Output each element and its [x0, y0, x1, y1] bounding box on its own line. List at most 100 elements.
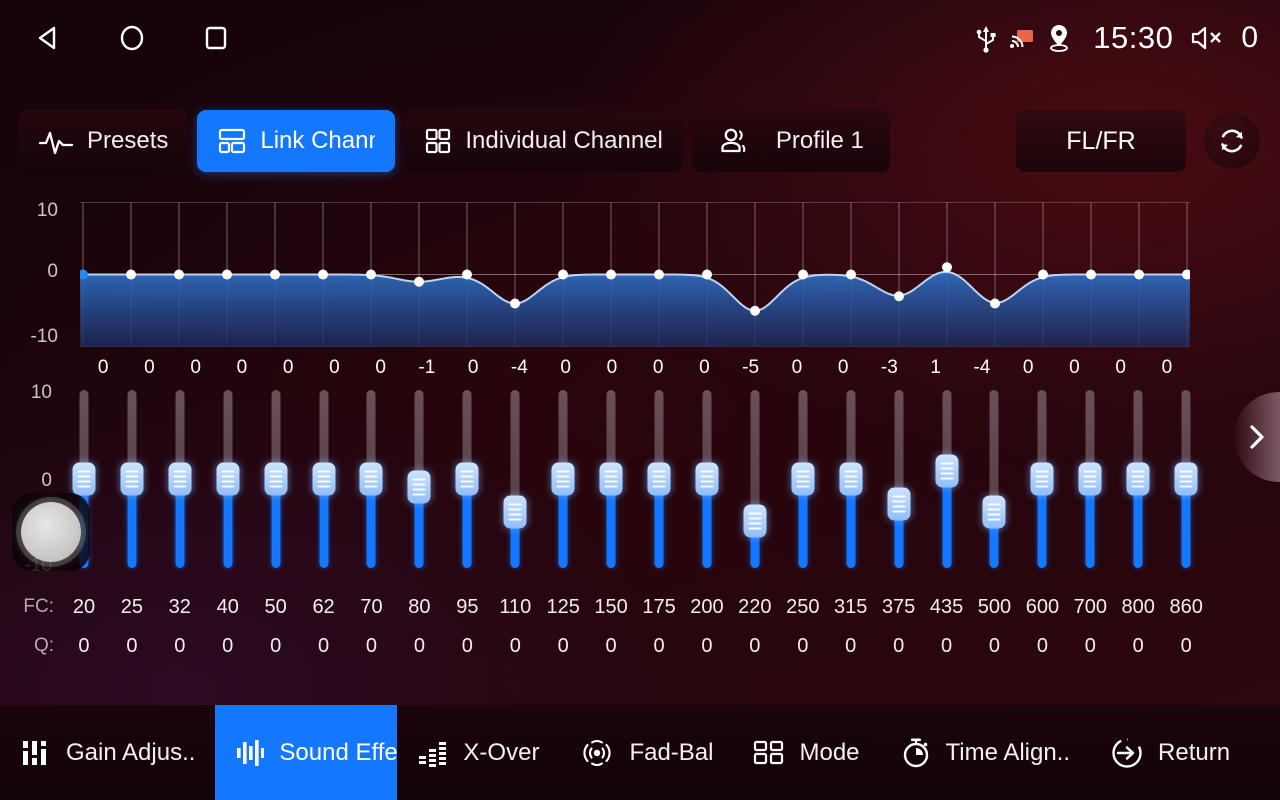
eq-band-point[interactable]	[414, 276, 424, 287]
nav-mode[interactable]: Mode	[733, 705, 879, 800]
recents-button[interactable]	[196, 18, 236, 58]
q-value[interactable]: 0	[1132, 634, 1144, 657]
eq-band-slider[interactable]	[348, 390, 396, 568]
graph-plot-area[interactable]	[80, 202, 1190, 347]
slider-track[interactable]	[750, 390, 760, 568]
nav-x-over[interactable]: X-Over	[397, 705, 559, 800]
fc-value[interactable]: 95	[456, 595, 479, 618]
eq-band-slider[interactable]	[875, 390, 923, 568]
slider-thumb[interactable]	[1030, 462, 1054, 496]
fc-value[interactable]: 20	[72, 595, 96, 618]
nav-return[interactable]: Return	[1090, 705, 1250, 800]
slider-thumb[interactable]	[647, 462, 671, 496]
eq-band-point[interactable]	[366, 269, 376, 280]
slider-thumb[interactable]	[551, 462, 575, 496]
q-value[interactable]: 0	[270, 634, 282, 657]
fc-value[interactable]: 315	[834, 595, 868, 618]
slider-thumb[interactable]	[168, 462, 192, 496]
fc-value[interactable]: 40	[216, 595, 239, 618]
eq-band-point[interactable]	[798, 269, 808, 280]
fc-value[interactable]: 500	[977, 595, 1012, 618]
eq-band-slider[interactable]	[827, 390, 875, 568]
q-value[interactable]: 0	[365, 634, 378, 657]
eq-band-point[interactable]	[1038, 269, 1048, 280]
eq-band-slider[interactable]	[108, 390, 156, 568]
eq-band-slider[interactable]	[971, 390, 1019, 568]
fc-value[interactable]: 150	[594, 595, 628, 618]
slider-thumb[interactable]	[312, 462, 336, 496]
q-value[interactable]: 0	[1180, 634, 1192, 657]
q-value[interactable]: 0	[749, 634, 761, 657]
eq-band-point[interactable]	[126, 269, 136, 280]
eq-band-slider[interactable]	[491, 390, 539, 568]
slider-thumb[interactable]	[791, 462, 815, 496]
eq-band-slider[interactable]	[587, 390, 635, 568]
nav-fad-bal[interactable]: Fad-Bal	[559, 705, 733, 800]
fc-value[interactable]: 860	[1169, 595, 1203, 618]
slider-thumb[interactable]	[743, 504, 767, 537]
fc-values[interactable]: 20 25 32 40 50 62 70 80 95 110 125 150 175 200 220 250 3…	[60, 596, 1280, 619]
tab-individual-channel[interactable]: Individual Channel	[404, 110, 683, 172]
slider-thumb[interactable]	[695, 462, 719, 496]
eq-band-point[interactable]	[606, 269, 616, 280]
slider-thumb[interactable]	[264, 462, 288, 496]
slider-thumb[interactable]	[1126, 462, 1150, 496]
slider-thumb[interactable]	[1174, 462, 1198, 496]
slider-thumb[interactable]	[887, 487, 911, 521]
slider-track[interactable]	[989, 390, 999, 568]
eq-band-point[interactable]	[270, 269, 280, 280]
slider-track[interactable]	[510, 390, 520, 568]
assistive-touch-knob[interactable]	[12, 493, 90, 571]
eq-band-slider[interactable]	[779, 390, 827, 568]
eq-band-slider[interactable]	[923, 390, 971, 568]
slider-thumb[interactable]	[72, 462, 96, 496]
nav-sound-effect[interactable]: Sound Effec	[215, 705, 398, 800]
eq-band-point[interactable]	[222, 269, 232, 280]
slider-thumb[interactable]	[839, 462, 863, 496]
eq-band-point[interactable]	[1134, 269, 1144, 280]
slider-thumb[interactable]	[599, 462, 623, 496]
fc-value[interactable]: 220	[738, 595, 772, 618]
eq-band-slider[interactable]	[1066, 390, 1114, 568]
eq-band-slider[interactable]	[443, 390, 491, 568]
q-value[interactable]: 0	[557, 634, 569, 657]
eq-band-point[interactable]	[846, 269, 856, 280]
eq-band-slider[interactable]	[395, 390, 443, 568]
eq-slider-list[interactable]	[60, 390, 1210, 568]
eq-band-point[interactable]	[80, 269, 88, 280]
q-values[interactable]: 0 0 0 0 0 0 0 0 0 0 0 0 0 0 0 0 0 0 0 0 0 0 0 0	[60, 635, 1280, 658]
eq-band-point[interactable]	[654, 269, 664, 280]
q-value[interactable]: 0	[1084, 634, 1096, 657]
fc-value[interactable]: 80	[408, 595, 431, 618]
eq-band-point[interactable]	[462, 269, 472, 280]
q-value[interactable]: 0	[174, 634, 186, 657]
back-button[interactable]	[28, 18, 68, 58]
q-value[interactable]: 0	[701, 634, 713, 657]
tab-presets[interactable]: Presets	[18, 110, 189, 172]
eq-band-point[interactable]	[174, 269, 184, 280]
channel-select-button[interactable]: FL/FR	[1016, 110, 1186, 172]
q-value[interactable]: 0	[509, 634, 521, 657]
eq-band-slider[interactable]	[635, 390, 683, 568]
q-value[interactable]: 0	[893, 634, 905, 657]
eq-band-point[interactable]	[510, 298, 520, 309]
q-value[interactable]: 0	[605, 634, 617, 657]
eq-band-point[interactable]	[1182, 269, 1190, 280]
q-value[interactable]: 0	[222, 634, 234, 657]
eq-band-slider[interactable]	[300, 390, 348, 568]
q-value[interactable]: 0	[988, 634, 1001, 657]
slider-thumb[interactable]	[935, 454, 959, 488]
fc-value[interactable]: 600	[1025, 595, 1060, 618]
slider-thumb[interactable]	[503, 495, 527, 529]
fc-value[interactable]: 50	[264, 595, 287, 618]
q-value[interactable]: 0	[78, 634, 90, 657]
eq-band-slider[interactable]	[204, 390, 252, 568]
eq-band-point[interactable]	[894, 291, 904, 302]
fc-value[interactable]: 125	[546, 595, 580, 618]
eq-slider-zone[interactable]: 10 0 -10	[0, 378, 1280, 578]
tab-link-channel[interactable]: Link Channel	[197, 110, 396, 172]
slider-thumb[interactable]	[982, 495, 1006, 529]
fc-value[interactable]: 700	[1073, 595, 1107, 618]
fc-value[interactable]: 200	[690, 595, 724, 618]
tab-profile[interactable]: Profile 1	[691, 110, 890, 172]
